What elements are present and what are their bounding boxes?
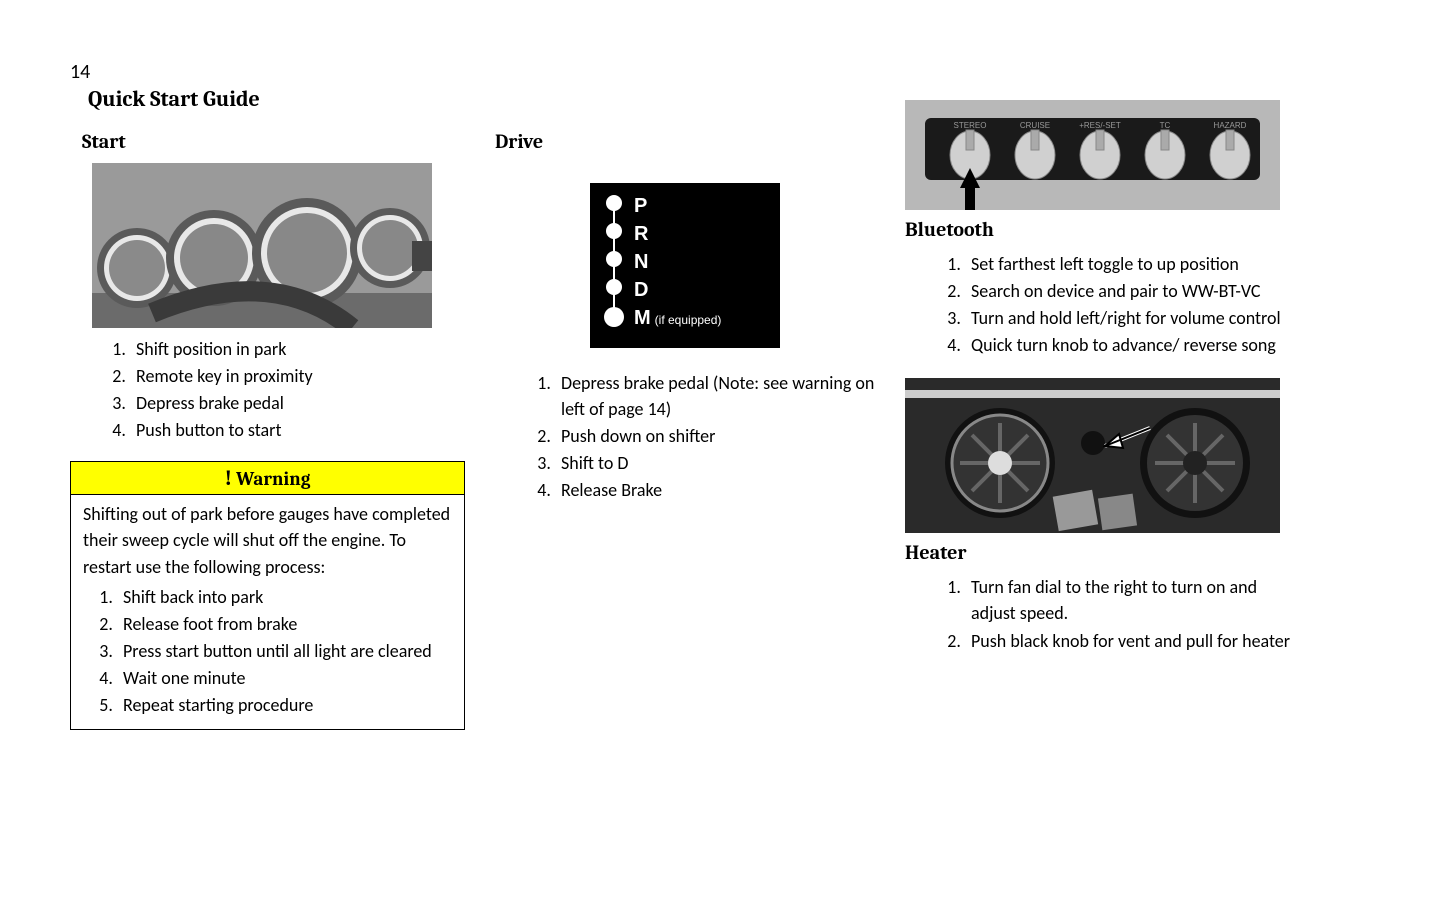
- list-item: Depress brake pedal: [130, 390, 465, 416]
- start-steps: Shift position in park Remote key in pro…: [70, 336, 465, 443]
- column-bluetooth-heater: STEREOCRUISE+RES/-SETTCHAZARD Bluetooth …: [905, 130, 1295, 730]
- start-heading: Start: [82, 130, 465, 153]
- heater-steps: Turn fan dial to the right to turn on an…: [905, 574, 1295, 653]
- dashboard-gauges-image: [92, 163, 432, 328]
- list-item: Search on device and pair to WW-BT-VC: [965, 278, 1295, 304]
- list-item: Push button to start: [130, 417, 465, 443]
- list-item: Push black knob for vent and pull for he…: [965, 628, 1295, 654]
- list-item: Press start button until all light are c…: [117, 638, 452, 664]
- list-item: Shift back into park: [117, 584, 452, 610]
- content-columns: Start Shift position in park Remote key …: [70, 130, 1405, 730]
- column-start: Start Shift position in park Remote key …: [70, 130, 465, 730]
- heater-vents-image: [905, 378, 1280, 533]
- gear-selector-diagram: P R N D M(if equipped): [590, 183, 780, 348]
- warning-box: ! Warning Shifting out of park before ga…: [70, 461, 465, 730]
- list-item: Push down on shifter: [555, 423, 875, 449]
- svg-text:+RES/-SET: +RES/-SET: [1079, 121, 1121, 130]
- list-item: Depress brake pedal (Note: see warning o…: [555, 370, 875, 422]
- gear-d: D: [634, 279, 721, 307]
- warning-heading-text: Warning: [236, 468, 310, 490]
- page-number: 14: [70, 60, 1405, 84]
- gear-p: P: [634, 195, 721, 223]
- list-item: Turn fan dial to the right to turn on an…: [965, 574, 1295, 626]
- list-item: Set farthest left toggle to up position: [965, 251, 1295, 277]
- list-item: Quick turn knob to advance/ reverse song: [965, 332, 1295, 358]
- warning-body: Shifting out of park before gauges have …: [71, 495, 464, 729]
- warning-icon: !: [225, 465, 232, 490]
- heater-heading: Heater: [905, 541, 1295, 564]
- bluetooth-heading: Bluetooth: [905, 218, 1295, 241]
- list-item: Repeat starting procedure: [117, 692, 452, 718]
- warning-text: Shifting out of park before gauges have …: [83, 503, 450, 577]
- list-item: Shift to D: [555, 450, 875, 476]
- column-drive: Drive P R N D M(if equipped): [495, 130, 875, 730]
- svg-text:CRUISE: CRUISE: [1020, 121, 1050, 130]
- drive-heading: Drive: [495, 130, 875, 153]
- toggle-panel-image: STEREO CRUISE +RES/-SET TC HAZARD: [905, 100, 1280, 210]
- gear-r: R: [634, 223, 721, 251]
- gear-m: M(if equipped): [634, 307, 721, 335]
- svg-text:TC: TC: [1160, 121, 1171, 130]
- list-item: Shift position in park: [130, 336, 465, 362]
- svg-text:HAZARD: HAZARD: [1214, 121, 1247, 130]
- list-item: Release foot from brake: [117, 611, 452, 637]
- drive-steps: Depress brake pedal (Note: see warning o…: [495, 370, 875, 503]
- list-item: Release Brake: [555, 477, 875, 503]
- warning-heading: ! Warning: [71, 462, 464, 495]
- gear-n: N: [634, 251, 721, 279]
- list-item: Wait one minute: [117, 665, 452, 691]
- warning-steps: Shift back into park Release foot from b…: [83, 584, 452, 718]
- list-item: Remote key in proximity: [130, 363, 465, 389]
- list-item: Turn and hold left/right for volume cont…: [965, 305, 1295, 331]
- bluetooth-steps: Set farthest left toggle to up position …: [905, 251, 1295, 358]
- svg-text:STEREO: STEREO: [954, 121, 987, 130]
